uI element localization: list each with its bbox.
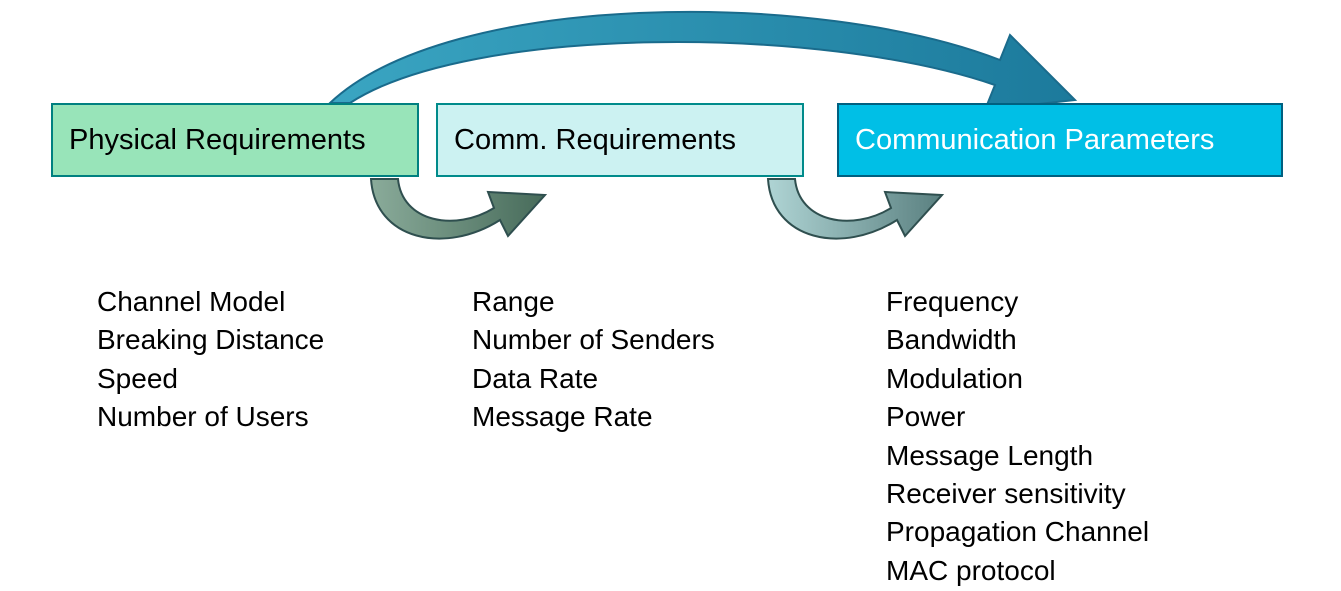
list-item: Propagation Channel	[886, 514, 1149, 550]
list-item: MAC protocol	[886, 553, 1149, 589]
list-item: Message Rate	[472, 399, 715, 435]
list-item: Frequency	[886, 284, 1149, 320]
list-item: Receiver sensitivity	[886, 476, 1149, 512]
small-arrow-right	[768, 179, 942, 239]
physical-requirements-list: Channel Model Breaking Distance Speed Nu…	[97, 284, 324, 438]
list-item: Modulation	[886, 361, 1149, 397]
physical-requirements-box: Physical Requirements	[51, 103, 419, 177]
comm-parameters-box: Communication Parameters	[837, 103, 1283, 177]
comm-parameters-label: Communication Parameters	[855, 124, 1214, 157]
list-item: Number of Senders	[472, 322, 715, 358]
top-arc-arrow	[330, 12, 1075, 110]
list-item: Range	[472, 284, 715, 320]
list-item: Data Rate	[472, 361, 715, 397]
diagram-container: Physical Requirements Comm. Requirements…	[0, 0, 1341, 591]
list-item: Bandwidth	[886, 322, 1149, 358]
physical-requirements-label: Physical Requirements	[69, 124, 366, 157]
comm-requirements-label: Comm. Requirements	[454, 124, 736, 157]
comm-parameters-list: Frequency Bandwidth Modulation Power Mes…	[886, 284, 1149, 591]
list-item: Message Length	[886, 438, 1149, 474]
list-item: Channel Model	[97, 284, 324, 320]
comm-requirements-box: Comm. Requirements	[436, 103, 804, 177]
small-arrow-left	[371, 179, 545, 239]
list-item: Breaking Distance	[97, 322, 324, 358]
comm-requirements-list: Range Number of Senders Data Rate Messag…	[472, 284, 715, 438]
list-item: Power	[886, 399, 1149, 435]
list-item: Number of Users	[97, 399, 324, 435]
list-item: Speed	[97, 361, 324, 397]
